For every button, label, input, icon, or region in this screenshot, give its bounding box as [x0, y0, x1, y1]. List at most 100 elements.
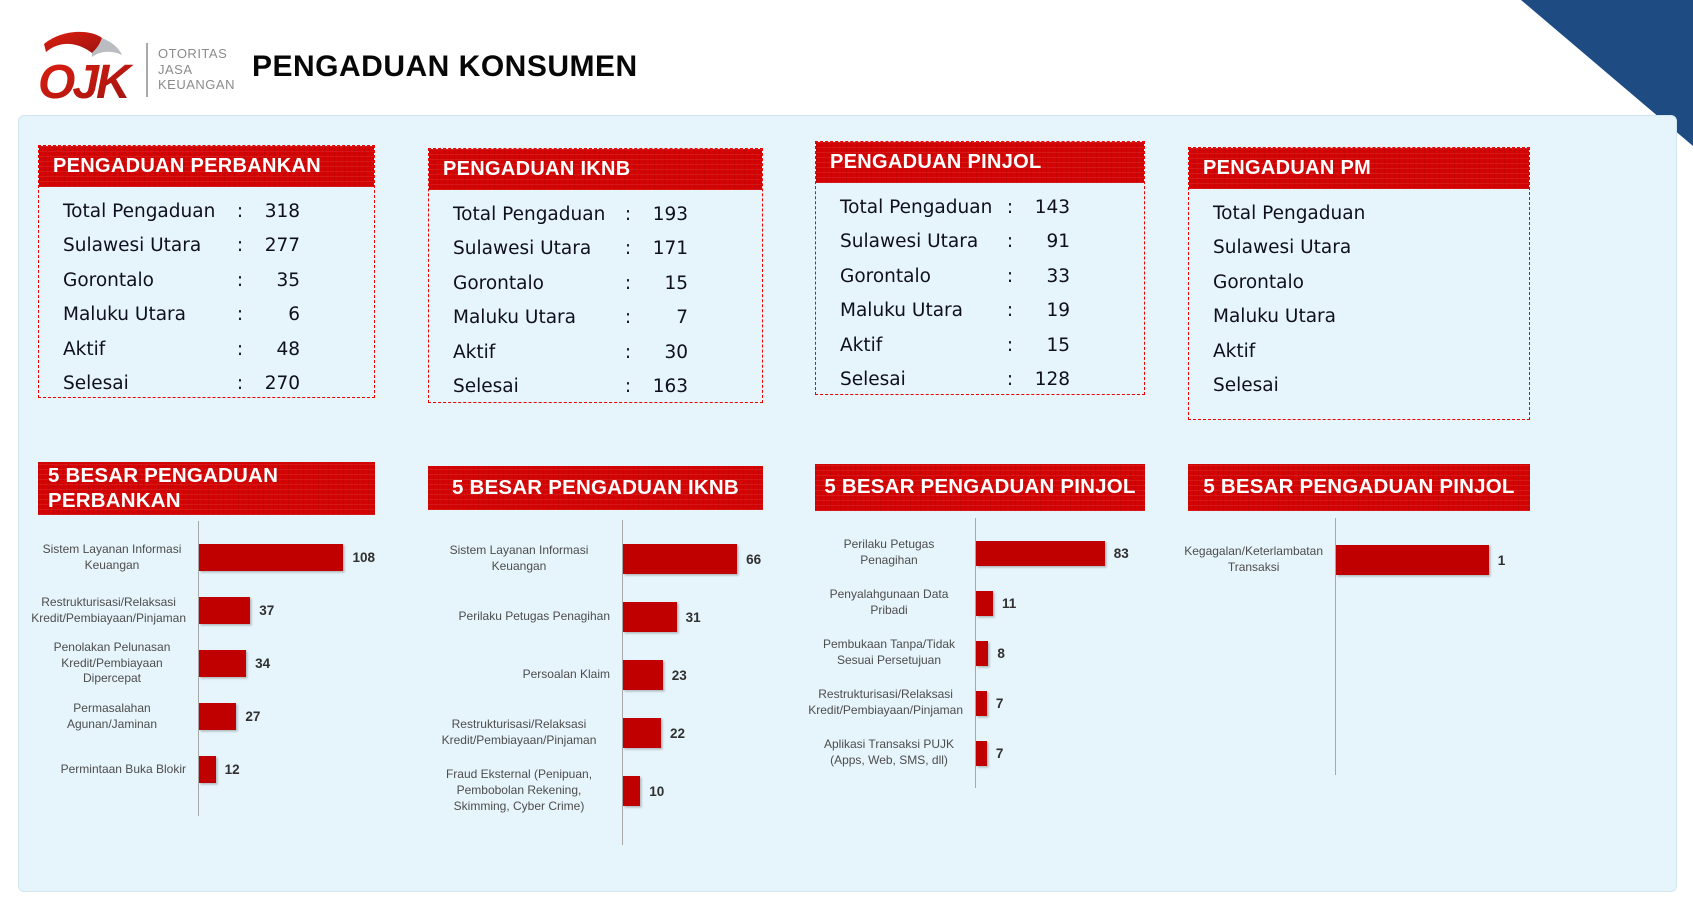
category-label-cell: Kegagalan/Keterlambatan Transaksi — [1184, 530, 1335, 590]
summary-value: 128 — [1034, 369, 1070, 391]
chart-row: Sistem Layanan Informasi Keuangan 66 — [428, 530, 763, 588]
category-label: Fraud Eksternal (Penipuan, Pembobolan Re… — [445, 767, 593, 813]
summary-separator: : — [1006, 369, 1014, 391]
bar-chart-perbankan: Sistem Layanan Informasi Keuangan 108 Rest… — [31, 521, 375, 816]
summary-label: Selesai — [1213, 375, 1279, 397]
summary-separator: : — [236, 304, 244, 326]
chart-title: 5 BESAR PENGADUAN PERBANKAN — [48, 463, 279, 512]
summary-row: Total Pengaduan — [1189, 196, 1529, 231]
category-label: Perilaku Petugas Penagihan — [458, 609, 610, 624]
category-label: Restrukturisasi/Relaksasi Kredit/Pembiay… — [31, 594, 187, 625]
summary-value: 171 — [652, 238, 688, 260]
summary-label: Total Pengaduan — [840, 196, 993, 218]
category-label-cell: Penyalahgunaan Data Pribadi — [815, 578, 975, 628]
card-header: PENGADUAN IKNB — [429, 149, 762, 190]
category-label-cell: Pembukaan Tanpa/Tidak Sesuai Persetujuan — [815, 628, 975, 678]
card-body: Total Pengaduan Sulawesi Utara Gorontalo Ma… — [1189, 189, 1529, 403]
logo-text-line: KEUANGAN — [158, 77, 235, 93]
axis-spacer — [428, 820, 763, 845]
summary-value: 270 — [264, 373, 300, 395]
plot-area: 31 — [622, 588, 763, 646]
bar — [199, 544, 344, 571]
summary-row: Sulawesi Utara — [1189, 231, 1529, 266]
summary-label: Aktif — [63, 338, 106, 360]
category-label: Permintaan Buka Blokir — [60, 761, 186, 776]
bar-value: 7 — [995, 695, 1004, 711]
category-label: Perilaku Petugas Penagihan — [843, 537, 935, 567]
chart-row: Pembukaan Tanpa/Tidak Sesuai Persetujuan… — [815, 628, 1145, 678]
plot-area: 7 — [975, 678, 1145, 728]
axis-line — [975, 778, 1145, 788]
summary-label: Maluku Utara — [63, 304, 186, 326]
ojk-logo-icon: OJK — [36, 26, 137, 113]
chart-row: Sistem Layanan Informasi Keuangan 108 — [38, 531, 375, 584]
category-label-cell: Aplikasi Transaksi PUJK (Apps, Web, SMS,… — [815, 728, 975, 778]
summary-row: Aktif: 30 — [429, 335, 762, 370]
bar-value: 10 — [649, 783, 665, 799]
bar — [623, 602, 677, 632]
logo-text-line: JASA — [158, 61, 193, 77]
chart-row: Penolakan Pelunasan Kredit/Pembiayaan Di… — [38, 637, 375, 690]
summary-value: 6 — [288, 304, 300, 326]
summary-separator: : — [1006, 196, 1014, 218]
chart-header-pinjol: 5 BESAR PENGADUAN PINJOL — [815, 464, 1145, 511]
summary-value: 15 — [1046, 334, 1070, 356]
summary-row: Sulawesi Utara:171 — [429, 232, 762, 267]
bar-value: 11 — [1002, 595, 1017, 611]
axis-line — [622, 820, 763, 845]
bar — [976, 590, 994, 616]
category-label: Penolakan Pelunasan Kredit/Pembiayaan Di… — [53, 639, 171, 686]
summary-row: Aktif: 15 — [816, 328, 1144, 363]
category-label-cell: Sistem Layanan Informasi Keuangan — [38, 531, 198, 584]
summary-row: Maluku Utara: 7 — [429, 301, 762, 336]
summary-row: Gorontalo: 35 — [39, 263, 374, 298]
summary-row: Aktif: 48 — [39, 332, 374, 367]
category-label: Aplikasi Transaksi PUJK (Apps, Web, SMS,… — [823, 737, 955, 767]
plot-area: 12 — [198, 743, 375, 796]
axis-line — [1335, 518, 1530, 530]
summary-value: 48 — [276, 338, 300, 360]
summary-separator: : — [1006, 231, 1014, 253]
summary-label: Sulawesi Utara — [840, 231, 979, 253]
summary-value: 35 — [276, 269, 300, 291]
bar-value: 37 — [259, 603, 275, 618]
plot-area: 27 — [198, 690, 375, 743]
summary-label: Maluku Utara — [840, 300, 963, 322]
summary-row: Total Pengaduan:193 — [429, 197, 762, 232]
summary-separator: : — [624, 307, 632, 329]
plot-area: 108 — [198, 531, 375, 584]
summary-label: Aktif — [453, 341, 496, 363]
card-body: Total Pengaduan:193 Sulawesi Utara:171 Gor… — [429, 190, 762, 404]
bar-value: 83 — [1113, 545, 1129, 561]
plot-area: 22 — [622, 704, 763, 762]
summary-separator: : — [624, 376, 632, 398]
chart-row: Restrukturisasi/Relaksasi Kredit/Pembiay… — [31, 584, 375, 637]
bar — [623, 660, 663, 690]
bar-value: 27 — [245, 709, 261, 724]
category-label: Penyalahgunaan Data Pribadi — [829, 587, 949, 617]
bar-value: 7 — [995, 745, 1004, 761]
summary-value: 318 — [264, 200, 300, 222]
chart-row: Kegagalan/Keterlambatan Transaksi 1 — [1184, 530, 1530, 590]
summary-card-pinjol: PENGADUAN PINJOL Total Pengaduan:143 Sula… — [815, 141, 1145, 395]
axis-spacer — [38, 521, 375, 531]
summary-separator: : — [624, 272, 632, 294]
plot-area: 10 — [622, 762, 763, 820]
plot-area: 83 — [975, 528, 1145, 578]
summary-value: 193 — [652, 203, 688, 225]
summary-label: Total Pengaduan — [453, 203, 606, 225]
summary-row: Maluku Utara: 19 — [816, 294, 1144, 329]
bar-value: 23 — [671, 667, 687, 683]
summary-row: Selesai — [1189, 369, 1529, 404]
summary-value: 143 — [1034, 196, 1070, 218]
spacer-label — [815, 778, 975, 788]
summary-label: Gorontalo — [1213, 271, 1304, 293]
chart-row: Permintaan Buka Blokir 12 — [38, 743, 375, 796]
spacer-label — [815, 518, 975, 528]
summary-card-perbankan: PENGADUAN PERBANKAN Total Pengaduan:318 S… — [38, 145, 375, 398]
summary-separator: : — [236, 200, 244, 222]
ojk-logo: OJK OTORITAS JASA KEUANGAN — [36, 26, 235, 113]
chart-row: Permasalahan Agunan/Jaminan 27 — [38, 690, 375, 743]
category-label: Sistem Layanan Informasi Keuangan — [449, 543, 589, 573]
plot-area: 1 — [1335, 530, 1530, 590]
